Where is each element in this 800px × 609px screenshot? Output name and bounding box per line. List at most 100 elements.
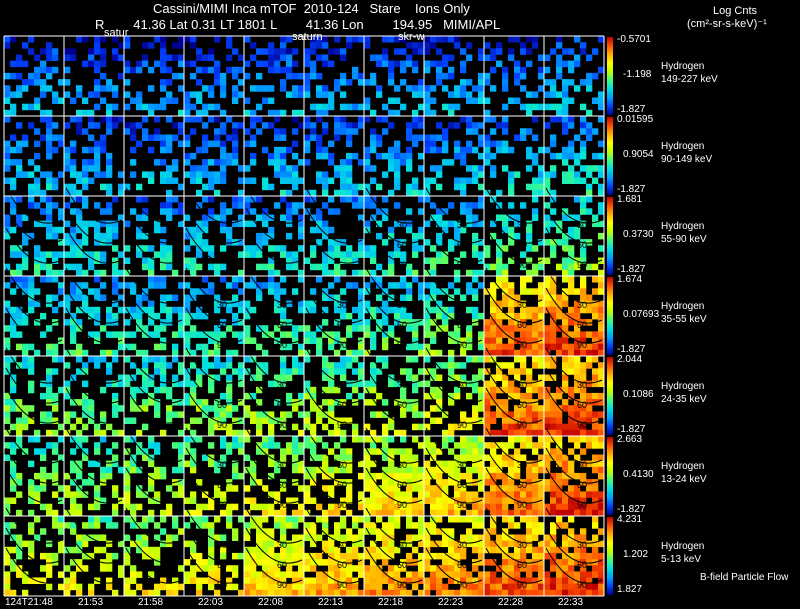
colorbar-min-label: 1.827 [617,584,643,595]
contour-label: 60 [217,320,227,330]
energy-label: 90-149 keV [661,154,713,165]
heatmap-panel: 30 60 90 [544,267,605,357]
species-label: Hydrogen [661,61,705,72]
contour-label: 60 [277,560,287,570]
contour-line [485,227,543,264]
contour-line [65,447,123,484]
heatmap-panel [4,187,65,277]
contour-line [365,207,423,244]
contour-label: 30 [577,380,587,390]
contour-line [425,547,483,584]
heatmap-panel [4,267,65,357]
contour-line [365,367,423,404]
contour-label: 60 [517,400,527,410]
contour-line [485,467,543,504]
heatmap-panel [304,187,365,277]
contour-label: 60 [397,480,407,490]
energy-label: 5-13 keV [661,554,702,565]
species-label: Hydrogen [661,541,705,552]
contour-line [425,207,483,244]
colorbar [607,277,613,355]
contour-line [65,527,123,564]
heatmap-panel [244,187,305,277]
heatmap-panel: 30 60 90 [484,427,545,517]
contour-line [245,307,303,344]
contour-line [365,447,423,484]
heatmap-panel [424,116,485,197]
contour-line [185,527,243,564]
contour-label: 90 [517,340,527,350]
contour-line [185,467,243,504]
contour-line [5,387,63,424]
contour-label: 30 [517,220,527,230]
contour-label: 30 [517,300,527,310]
colorbar-max-label: 1.681 [617,194,643,205]
log-counts-label: Log Cnts [713,5,758,17]
contour-line [485,387,543,424]
time-tick-label: 22:28 [498,597,524,608]
contour-label: 60 [517,320,527,330]
contour-label: 90 [577,420,587,430]
heatmap-panel: 30 60 90 [304,507,365,597]
species-label: Hydrogen [661,221,705,232]
contour-line [125,387,183,424]
contour-line [485,307,543,344]
contour-label: 60 [457,400,467,410]
contour-label: 90 [457,500,467,510]
contour-label: 30 [397,380,407,390]
species-label: Hydrogen [661,381,705,392]
contour-line [365,547,423,584]
contour-line [365,527,423,564]
contour-line [545,387,603,424]
contour-label: 30 [577,220,587,230]
colorbar-mid-label: 1.202 [623,549,649,560]
contour-line [65,547,123,584]
contour-line [5,527,63,564]
contour-line [425,367,483,404]
heatmap-panel: 30 60 90 [184,507,245,597]
contour-line [65,307,123,344]
contour-label: 90 [337,420,347,430]
heatmap-panel [124,267,185,357]
heatmap-panel [244,116,305,197]
heatmap-panel [64,427,125,517]
colorbar-mid-label: 0.07693 [623,309,660,320]
contour-line [545,367,603,404]
time-tick-label: 124T21:48 [5,597,53,608]
contour-label: 60 [457,320,467,330]
colorbar-min-label: -1.827 [617,184,646,195]
species-label: Hydrogen [661,301,705,312]
contour-line [245,467,303,504]
contour-label: 30 [517,380,527,390]
colorbar-mid-label: -1.198 [623,69,652,80]
contour-line [305,447,363,484]
colorbar-min-label: -1.827 [617,424,646,435]
contour-line [365,227,423,264]
contour-line [485,367,543,404]
contour-line [305,367,363,404]
contour-line [305,527,363,564]
contour-line [245,287,303,324]
colorbar-max-label: -0.5701 [617,34,651,45]
contour-line [545,307,603,344]
contour-label: 60 [577,320,587,330]
contour-label: 90 [217,340,227,350]
heatmap-panel: 30 60 90 [184,427,245,517]
contour-label: 90 [217,580,227,590]
contour-line [485,447,543,484]
contour-line [185,387,243,424]
contour-line [185,287,243,324]
contour-label: 30 [457,380,467,390]
contour-line [5,207,63,244]
colorbar-max-label: 2.044 [617,354,643,365]
heatmap-panel: 30 60 90 [184,347,245,437]
heatmap-panel [124,507,185,597]
contour-label: 30 [217,460,227,470]
contour-line [305,547,363,584]
contour-label: 30 [277,300,287,310]
heatmap-panel [484,116,545,197]
contour-label: 90 [397,580,407,590]
contour-label: 90 [217,500,227,510]
units-label: (cm²-sr-s-keV)⁻¹ [687,18,767,30]
contour-line [245,227,303,264]
